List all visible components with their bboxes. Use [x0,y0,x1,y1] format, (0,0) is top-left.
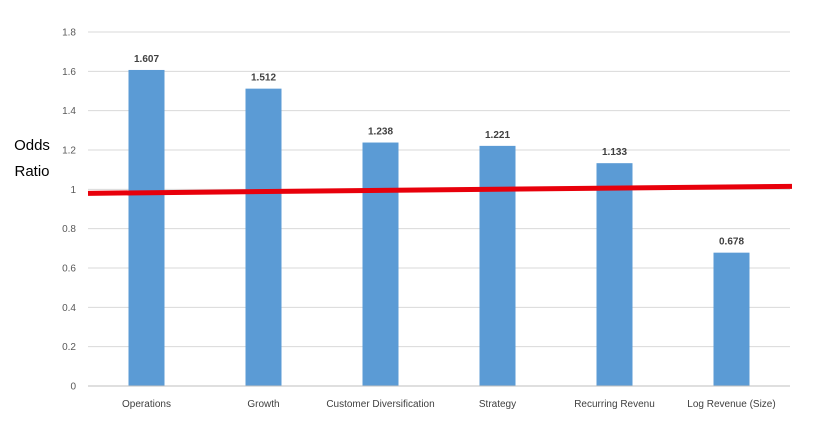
x-tick-label: Customer Diversification [326,399,434,410]
data-labels: 1.607 1.512 1.238 1.221 1.133 0.678 [134,54,744,248]
x-tick-label: Log Revenue (Size) [687,399,775,410]
bar [479,145,516,386]
x-tick-label: Operations [122,399,171,410]
x-axis-categories: Operations Growth Customer Diversification… [122,399,776,410]
bar-data-label: 1.133 [602,147,627,158]
y-tick-label: 0.6 [62,264,76,275]
y-tick-label: 1.4 [62,106,76,117]
bar-data-label: 1.238 [368,127,393,138]
y-axis-ticks: 0 0.2 0.4 0.6 0.8 1 1.2 1.4 1.6 1.8 [62,28,76,393]
bar [596,163,633,386]
reference-line [87,183,793,196]
bar [362,142,399,386]
y-axis-label-line-2: Ratio [14,163,49,180]
bar-data-label: 0.678 [719,237,744,248]
y-tick-label: 1.8 [62,28,76,39]
x-tick-label: Growth [247,399,279,410]
y-tick-label: 1 [70,185,76,196]
y-tick-label: 0.4 [62,303,76,314]
bars [128,69,750,386]
x-tick-label: Recurring Revenu [574,399,655,410]
y-tick-label: 1.6 [62,67,76,78]
bar-data-label: 1.221 [485,130,510,141]
y-tick-label: 0.8 [62,224,76,235]
y-tick-label: 0 [70,382,76,393]
bar [128,69,165,386]
bar [713,252,750,386]
y-tick-label: 1.2 [62,146,76,157]
bar-data-label: 1.607 [134,54,159,65]
bar-data-label: 1.512 [251,73,276,84]
y-axis-label-line-1: Odds [14,137,50,154]
x-tick-label: Strategy [479,399,516,410]
bar [245,88,282,386]
y-tick-label: 0.2 [62,342,76,353]
